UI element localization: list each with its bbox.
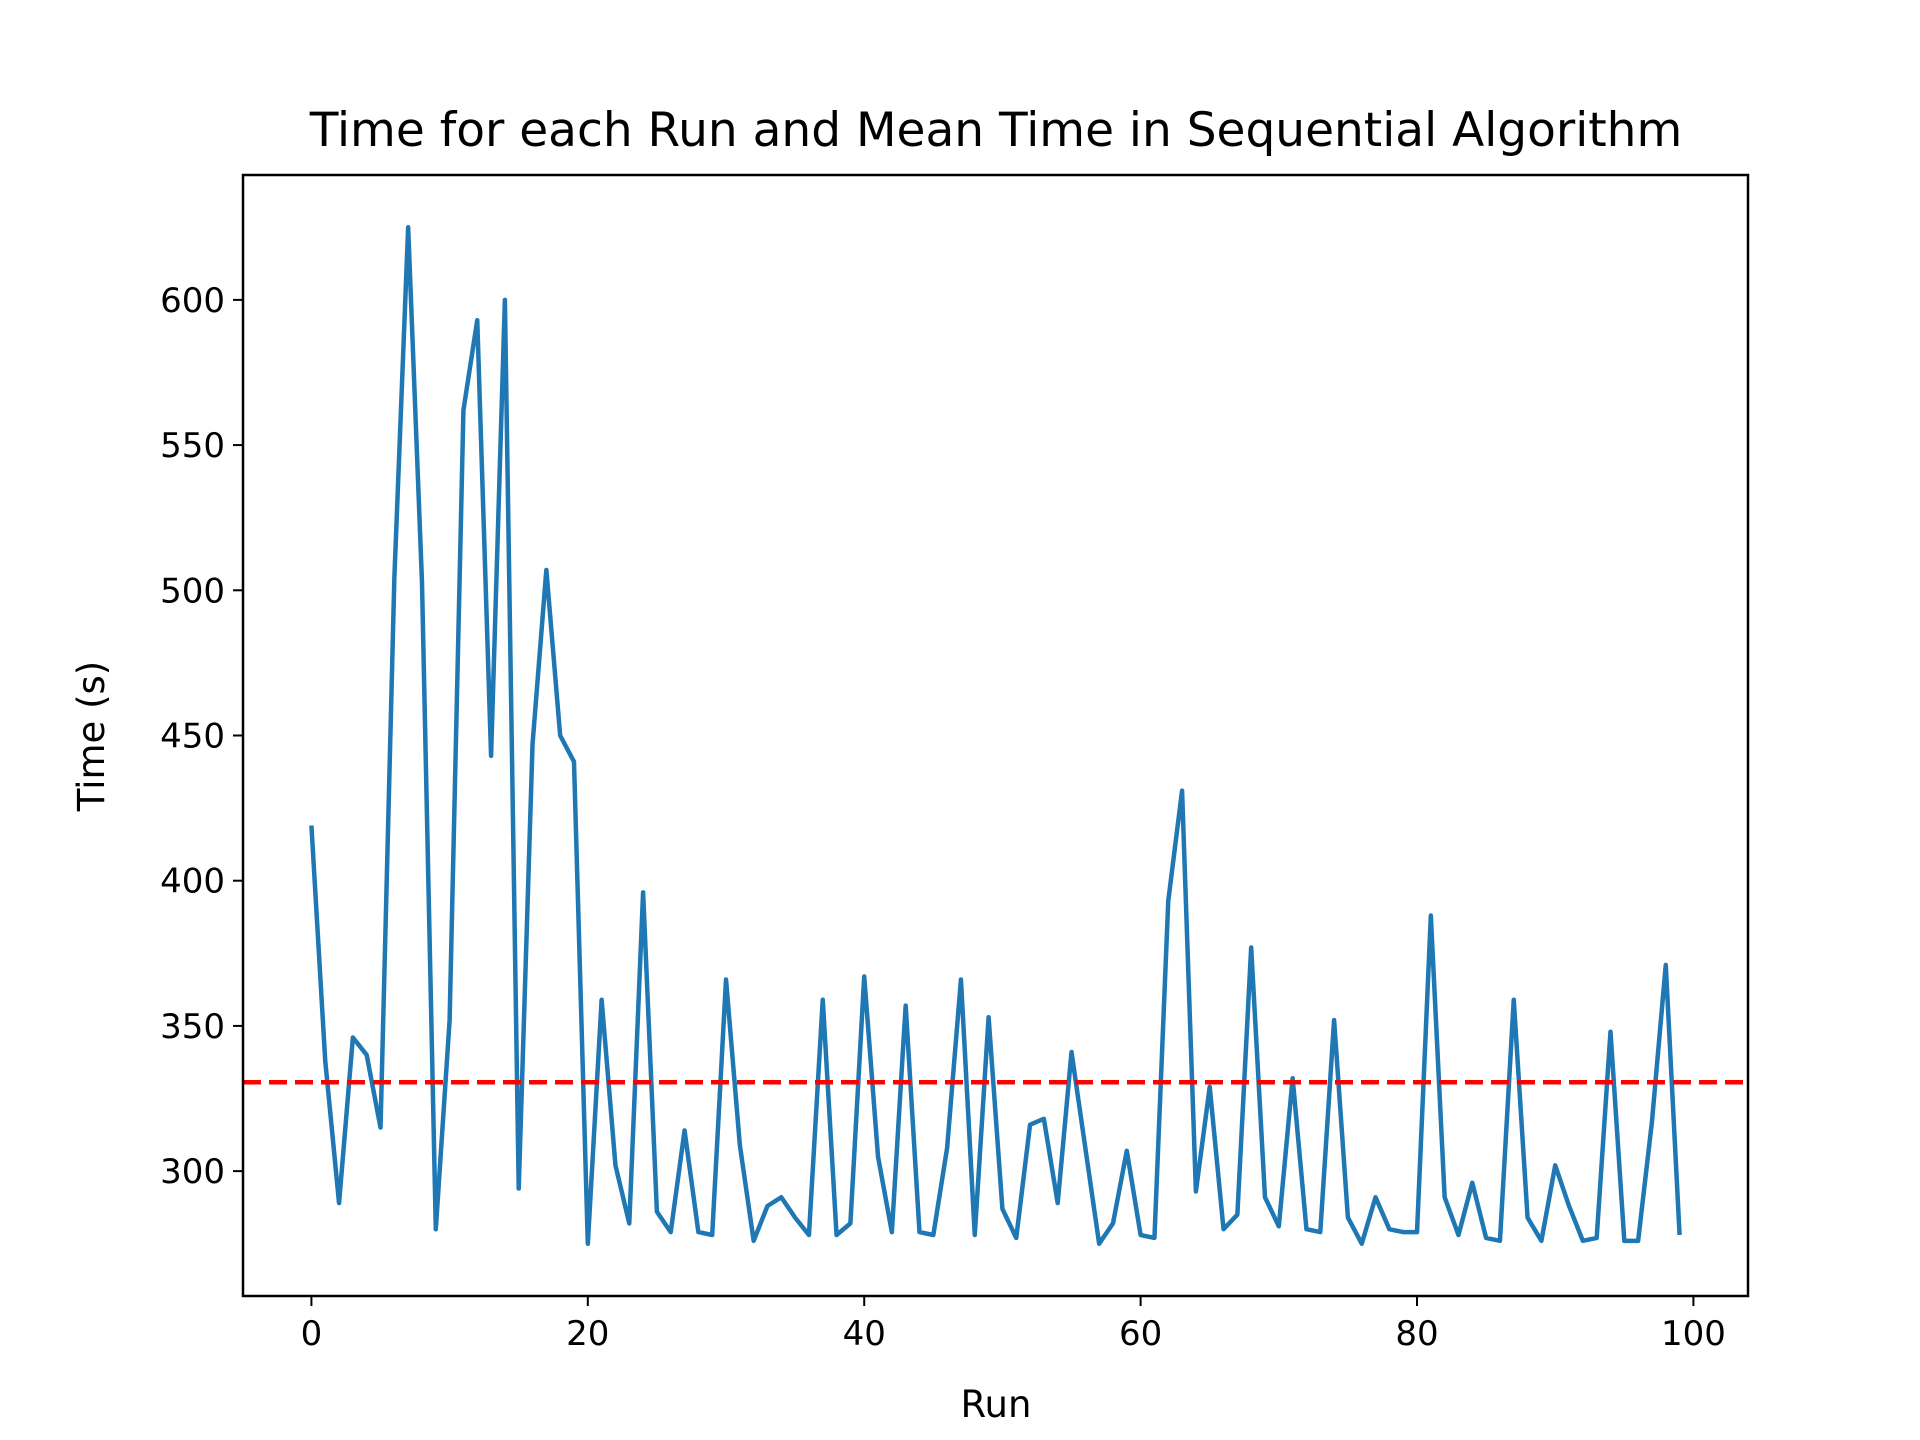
y-axis-label: Time (s) (70, 661, 113, 812)
y-axis-ticks: 300 350 400 450 500 550 600 (160, 281, 243, 1192)
y-tick-label: 600 (160, 281, 225, 321)
x-tick-label: 80 (1395, 1314, 1438, 1354)
axes-frame (241, 173, 1750, 1298)
y-tick-label: 450 (160, 717, 225, 757)
x-tick-label: 20 (566, 1314, 609, 1354)
y-tick-label: 550 (160, 426, 225, 466)
chart-title: Time for each Run and Mean Time in Seque… (309, 103, 1683, 158)
run-time-series-line (309, 225, 1682, 1246)
x-tick-label: 60 (1119, 1314, 1162, 1354)
y-tick-label: 350 (160, 1007, 225, 1047)
x-tick-label: 40 (843, 1314, 886, 1354)
x-axis-ticks: 0 20 40 60 80 100 (301, 1296, 1726, 1354)
y-tick-label: 300 (160, 1152, 225, 1192)
x-tick-label: 0 (301, 1314, 323, 1354)
x-axis-label: Run (961, 1383, 1032, 1426)
y-tick-label: 400 (160, 862, 225, 902)
x-tick-label: 100 (1661, 1314, 1726, 1354)
y-tick-label: 500 (160, 571, 225, 611)
plot-area (243, 225, 1748, 1246)
